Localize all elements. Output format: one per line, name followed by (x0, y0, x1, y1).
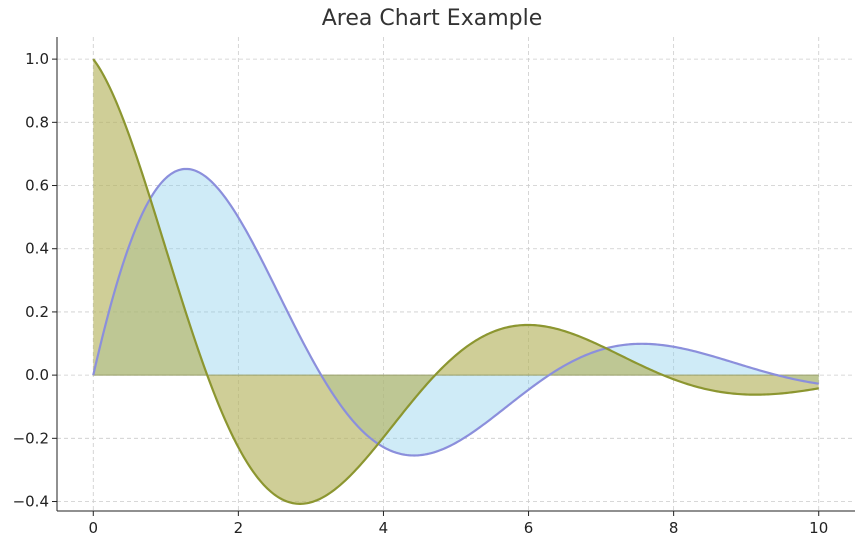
y-tick-label: 0.2 (25, 303, 49, 321)
y-tick-label: 0.4 (25, 240, 49, 258)
x-tick-label: 10 (809, 519, 828, 537)
series-2-line (92, 58, 819, 505)
y-tick-label: 0.6 (25, 177, 49, 195)
y-tick-label: −0.4 (13, 493, 49, 511)
x-tick-label: 4 (379, 519, 389, 537)
y-tick-label: 0.0 (25, 366, 49, 384)
x-tick-label: 6 (524, 519, 534, 537)
y-tick-label: 1.0 (25, 50, 49, 68)
series-2-area (93, 59, 819, 504)
series-1-area (93, 168, 819, 456)
x-tick-label: 2 (234, 519, 244, 537)
x-tick-label: 0 (88, 519, 98, 537)
chart-title: Area Chart Example (321, 6, 543, 31)
series-1-line (92, 167, 819, 457)
y-tick-label: 0.8 (25, 113, 49, 131)
x-tick-label: 8 (669, 519, 679, 537)
y-tick-label: −0.2 (13, 429, 49, 447)
